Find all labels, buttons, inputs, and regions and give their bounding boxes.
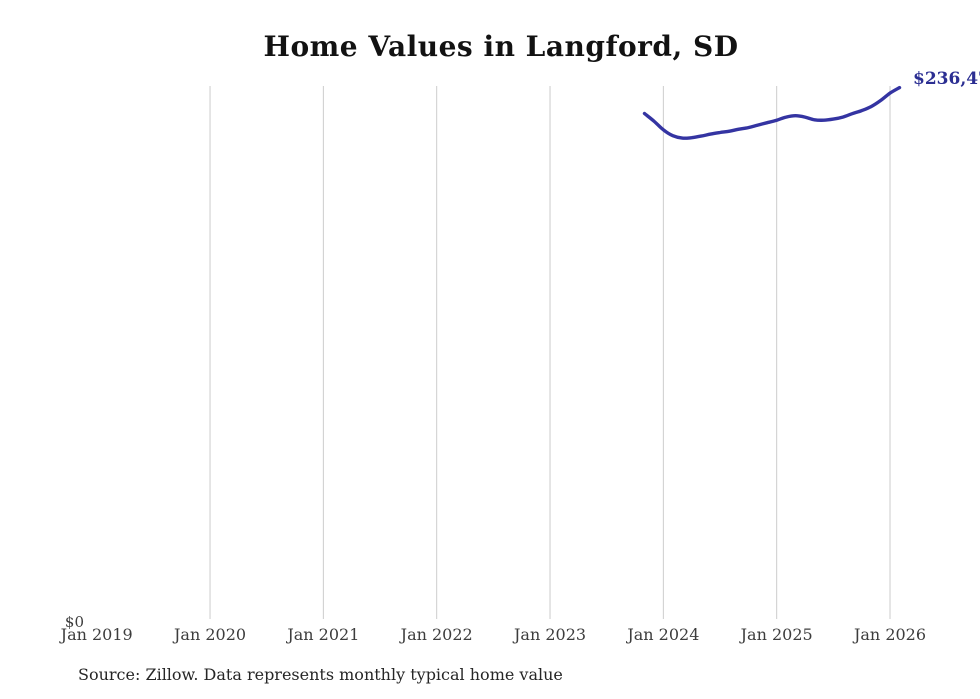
series-end-value-label: $236,471 <box>913 69 980 89</box>
chart-title: Home Values in Langford, SD <box>263 30 739 63</box>
y-axis-zero-label: $0 <box>64 613 84 631</box>
home-value-series-line <box>642 85 902 140</box>
source-note: Source: Zillow. Data represents monthly … <box>78 665 563 684</box>
